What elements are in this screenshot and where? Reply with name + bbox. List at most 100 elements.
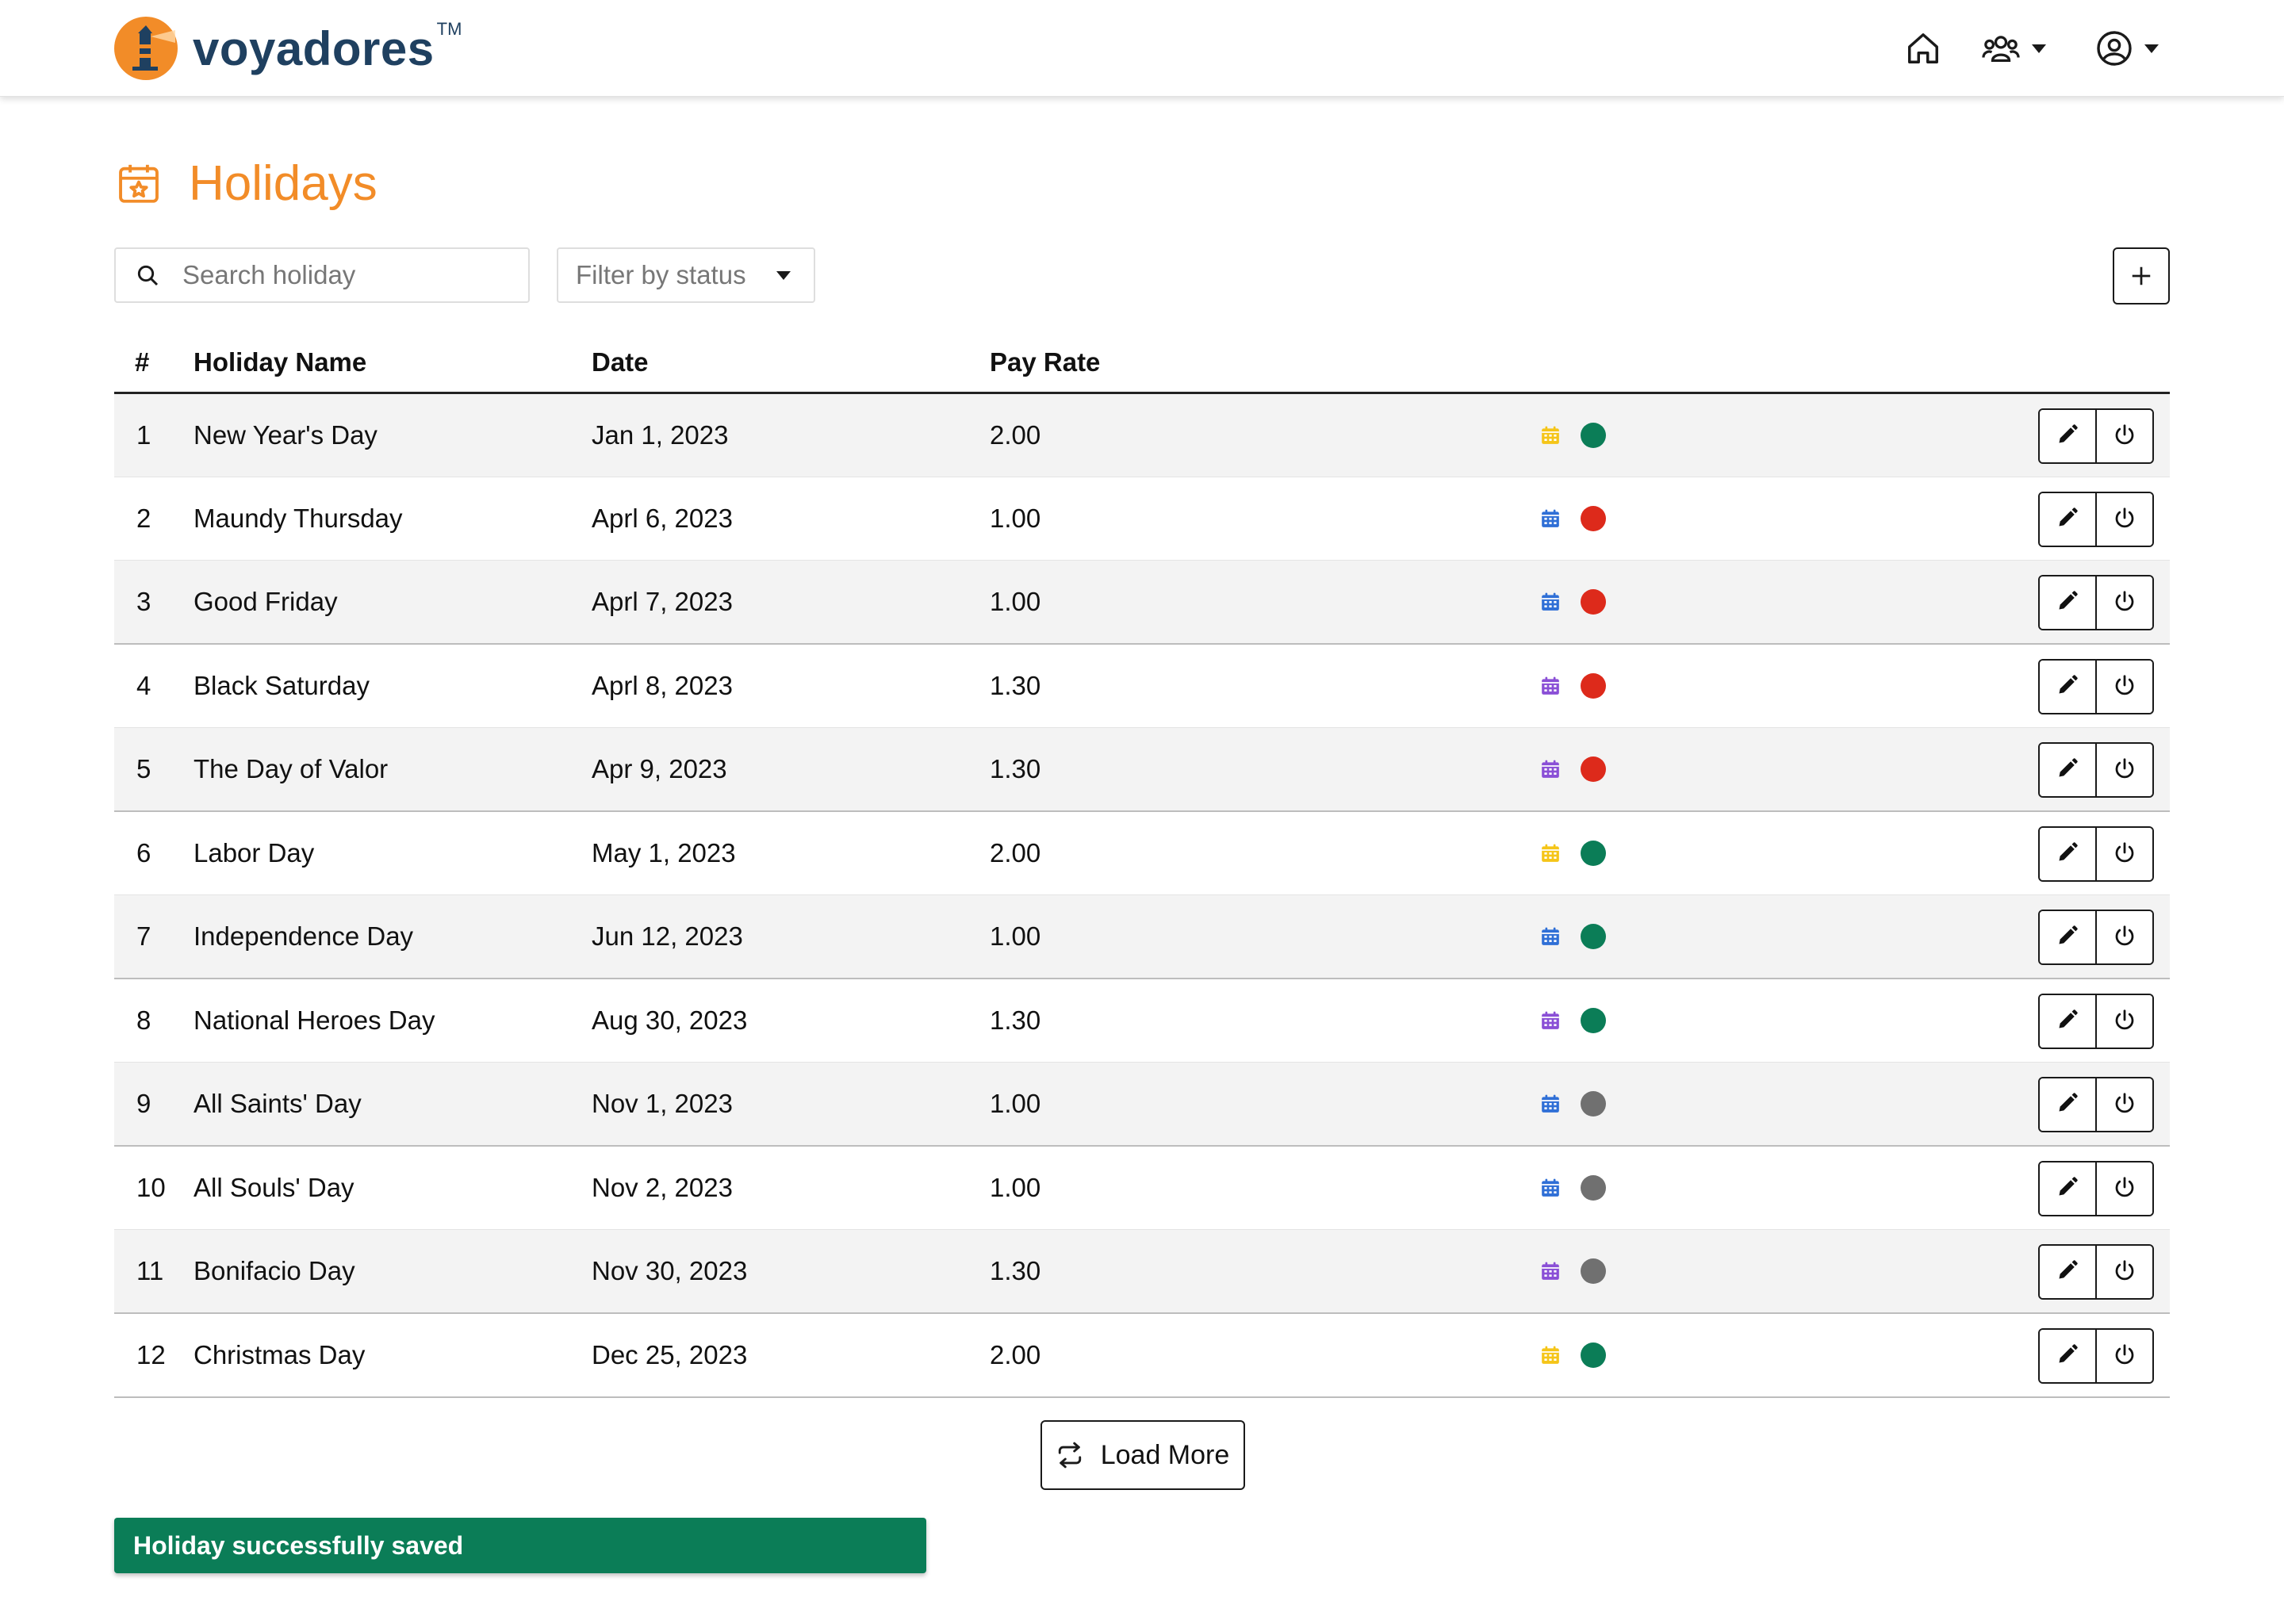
edit-button[interactable] [2040, 1078, 2095, 1131]
load-more-button[interactable]: Load More [1040, 1420, 1245, 1490]
status-indicator [1581, 1063, 1606, 1145]
calendar-star-icon [119, 164, 159, 203]
edit-button[interactable] [2040, 1162, 2095, 1215]
holiday-date: May 1, 2023 [592, 838, 736, 868]
toggle-status-button[interactable] [2095, 410, 2152, 462]
edit-button[interactable] [2040, 661, 2095, 713]
status-dot [1581, 1342, 1606, 1368]
home-icon [1908, 33, 1938, 63]
pay-rate: 1.00 [990, 1173, 1041, 1202]
pay-rate: 1.00 [990, 504, 1041, 533]
pay-rate: 1.30 [990, 671, 1041, 700]
row-actions [2038, 910, 2154, 965]
row-number: 4 [136, 671, 151, 700]
row-number: 7 [136, 921, 151, 951]
holiday-date: Jan 1, 2023 [592, 420, 729, 450]
row-actions [2038, 826, 2154, 882]
edit-button[interactable] [2040, 493, 2095, 546]
toggle-status-button[interactable] [2095, 493, 2152, 546]
toggle-status-button[interactable] [2095, 828, 2152, 880]
row-number: 9 [136, 1089, 151, 1118]
edit-button[interactable] [2040, 1330, 2095, 1382]
power-icon [2113, 756, 2136, 784]
holiday-date: Nov 1, 2023 [592, 1089, 733, 1118]
status-indicator [1581, 645, 1606, 727]
holiday-name: National Heroes Day [194, 1005, 435, 1035]
table-body: 1 New Year's Day Jan 1, 2023 2.00 [114, 394, 2170, 1398]
toggle-status-button[interactable] [2095, 744, 2152, 796]
edit-button[interactable] [2040, 995, 2095, 1048]
edit-button[interactable] [2040, 744, 2095, 796]
brand-name: voyadores [193, 21, 435, 75]
calendar-type-icon [1540, 645, 1561, 727]
toggle-status-button[interactable] [2095, 995, 2152, 1048]
load-more-label: Load More [1100, 1439, 1230, 1470]
page-title: Holidays [189, 156, 377, 211]
pencil-icon [2056, 507, 2079, 533]
pencil-icon [2056, 590, 2079, 616]
search-icon [137, 265, 159, 286]
toggle-status-button[interactable] [2095, 1330, 2152, 1382]
plus-icon [2132, 266, 2151, 285]
row-number: 3 [136, 587, 151, 616]
toggle-status-button[interactable] [2095, 1078, 2152, 1131]
column-header-date[interactable]: Date [592, 347, 649, 377]
status-filter-dropdown[interactable]: Filter by status [557, 247, 815, 303]
column-header-pay-rate[interactable]: Pay Rate [990, 347, 1101, 377]
toggle-status-button[interactable] [2095, 576, 2152, 629]
toggle-status-button[interactable] [2095, 1246, 2152, 1298]
row-actions [2038, 575, 2154, 630]
status-dot [1581, 673, 1606, 699]
edit-button[interactable] [2040, 1246, 2095, 1298]
power-icon [2113, 1175, 2136, 1203]
pencil-icon [2056, 925, 2079, 951]
row-actions [2038, 659, 2154, 714]
holidays-table: # Holiday Name Date Pay Rate 1 New Year'… [114, 336, 2170, 1398]
pencil-icon [2056, 674, 2079, 700]
search-field[interactable] [114, 247, 530, 303]
holiday-name: New Year's Day [194, 420, 377, 450]
table-header: # Holiday Name Date Pay Rate [114, 336, 2170, 394]
brand[interactable]: voyadores TM [113, 14, 462, 82]
edit-button[interactable] [2040, 828, 2095, 880]
edit-button[interactable] [2040, 576, 2095, 629]
table-row: 11 Bonifacio Day Nov 30, 2023 1.30 [114, 1230, 2170, 1314]
home-button[interactable] [1905, 25, 1941, 71]
add-holiday-button[interactable] [2113, 247, 2170, 304]
table-row: 3 Good Friday Aprl 7, 2023 1.00 [114, 561, 2170, 645]
holiday-date: Jun 12, 2023 [592, 921, 743, 951]
holiday-name: Black Saturday [194, 671, 370, 700]
chevron-down-icon [2144, 44, 2159, 53]
search-input[interactable] [181, 259, 501, 291]
toggle-status-button[interactable] [2095, 911, 2152, 963]
status-dot [1581, 1175, 1606, 1201]
status-dot [1581, 1091, 1606, 1116]
status-dot [1581, 423, 1606, 448]
row-number: 8 [136, 1005, 151, 1035]
chevron-down-icon [776, 270, 791, 280]
trademark: TM [436, 19, 462, 39]
power-icon [2113, 673, 2136, 701]
holiday-name: Maundy Thursday [194, 504, 403, 533]
holiday-name: Independence Day [194, 921, 414, 951]
table-row: 8 National Heroes Day Aug 30, 2023 1.30 [114, 979, 2170, 1063]
toggle-status-button[interactable] [2095, 1162, 2152, 1215]
table-row: 12 Christmas Day Dec 25, 2023 2.00 [114, 1314, 2170, 1398]
calendar-type-icon [1540, 561, 1561, 643]
holiday-date: Dec 25, 2023 [592, 1340, 748, 1369]
table-row: 10 All Souls' Day Nov 2, 2023 1.00 [114, 1147, 2170, 1230]
account-menu-button[interactable] [2095, 25, 2159, 71]
table-row: 5 The Day of Valor Apr 9, 2023 1.30 [114, 728, 2170, 812]
toggle-status-button[interactable] [2095, 661, 2152, 713]
users-icon [1982, 36, 2020, 62]
calendar-type-icon [1540, 728, 1561, 810]
status-dot [1581, 841, 1606, 866]
power-icon [2113, 841, 2136, 868]
edit-button[interactable] [2040, 410, 2095, 462]
pencil-icon [2056, 1092, 2079, 1118]
column-header-name[interactable]: Holiday Name [194, 347, 367, 377]
users-menu-button[interactable] [1981, 25, 2046, 71]
edit-button[interactable] [2040, 911, 2095, 963]
status-indicator [1581, 477, 1606, 560]
holiday-date: Aprl 8, 2023 [592, 671, 733, 700]
